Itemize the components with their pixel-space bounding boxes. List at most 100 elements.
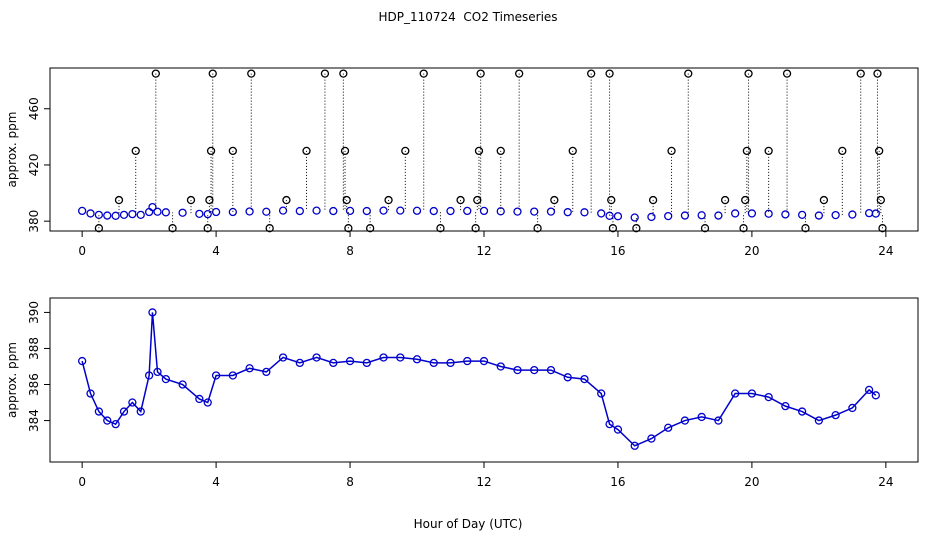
point — [471, 224, 480, 233]
x-tick-label: 12 — [476, 475, 491, 489]
x-tick-label: 24 — [878, 244, 893, 258]
point — [647, 212, 656, 222]
point — [208, 69, 217, 78]
point — [697, 412, 706, 422]
point — [630, 441, 639, 450]
point — [94, 224, 104, 233]
point — [747, 389, 757, 398]
point — [344, 224, 353, 233]
point — [119, 210, 129, 219]
point — [648, 195, 658, 205]
point — [463, 356, 472, 366]
point — [379, 206, 388, 215]
point — [479, 206, 489, 216]
point — [211, 207, 221, 217]
point — [128, 398, 137, 407]
point — [329, 206, 338, 216]
point — [764, 209, 773, 218]
point — [329, 358, 338, 368]
point — [747, 209, 757, 218]
point — [136, 210, 145, 219]
point — [680, 211, 690, 220]
point — [379, 353, 388, 362]
point — [278, 353, 288, 362]
point — [731, 209, 740, 218]
point — [496, 146, 505, 156]
point — [496, 362, 505, 371]
point — [838, 146, 847, 156]
point — [119, 407, 129, 416]
point — [700, 224, 710, 233]
point — [496, 207, 505, 216]
point — [597, 209, 606, 218]
point — [871, 209, 880, 218]
point — [245, 364, 254, 373]
y-tick-label: 420 — [27, 154, 41, 177]
point — [546, 365, 556, 375]
point — [875, 146, 884, 156]
point — [396, 206, 405, 215]
point — [151, 69, 160, 78]
point — [365, 224, 375, 233]
point — [563, 373, 572, 382]
point — [345, 356, 355, 366]
x-axis-label: Hour of Day (UTC) — [414, 517, 523, 531]
point — [128, 209, 137, 219]
y-tick-label: 388 — [27, 337, 41, 360]
point — [742, 146, 752, 156]
point — [613, 425, 623, 434]
y-axis-label: approx. ppm — [5, 112, 19, 188]
x-tick-label: 20 — [744, 475, 759, 489]
y-tick-label: 390 — [27, 301, 41, 324]
x-tick-label: 0 — [78, 475, 86, 489]
point — [515, 69, 524, 78]
point — [463, 206, 472, 216]
x-tick-label: 8 — [346, 475, 354, 489]
point — [195, 209, 204, 219]
point — [781, 401, 790, 411]
point — [568, 146, 577, 156]
point — [148, 202, 157, 212]
point — [103, 211, 112, 220]
point — [580, 374, 589, 384]
point — [819, 195, 829, 205]
point — [530, 365, 539, 375]
series-line — [81, 312, 877, 447]
point — [419, 69, 428, 78]
point — [764, 146, 773, 156]
point — [345, 206, 355, 216]
x-tick-label: 4 — [212, 475, 220, 489]
point — [114, 195, 124, 205]
point — [362, 358, 371, 368]
point — [446, 358, 455, 368]
point — [684, 69, 693, 78]
point — [103, 416, 112, 425]
point — [848, 403, 857, 413]
point — [278, 206, 288, 215]
point — [744, 69, 753, 78]
point — [131, 146, 140, 156]
point — [203, 398, 212, 407]
x-tick-label: 16 — [610, 475, 625, 489]
point — [456, 195, 465, 205]
y-axis-label: approx. ppm — [5, 342, 19, 418]
point — [848, 210, 857, 219]
x-tick-label: 12 — [476, 244, 491, 258]
point — [203, 209, 212, 219]
point — [206, 146, 216, 156]
point — [429, 358, 438, 368]
point — [714, 416, 723, 425]
point — [186, 195, 196, 205]
point — [340, 146, 350, 156]
point — [203, 224, 212, 233]
point — [864, 385, 874, 395]
point — [302, 146, 311, 156]
point — [396, 353, 405, 362]
point — [546, 207, 556, 216]
point — [781, 210, 790, 219]
point — [597, 389, 606, 398]
point — [831, 210, 840, 220]
point — [474, 146, 484, 156]
point — [342, 195, 351, 205]
